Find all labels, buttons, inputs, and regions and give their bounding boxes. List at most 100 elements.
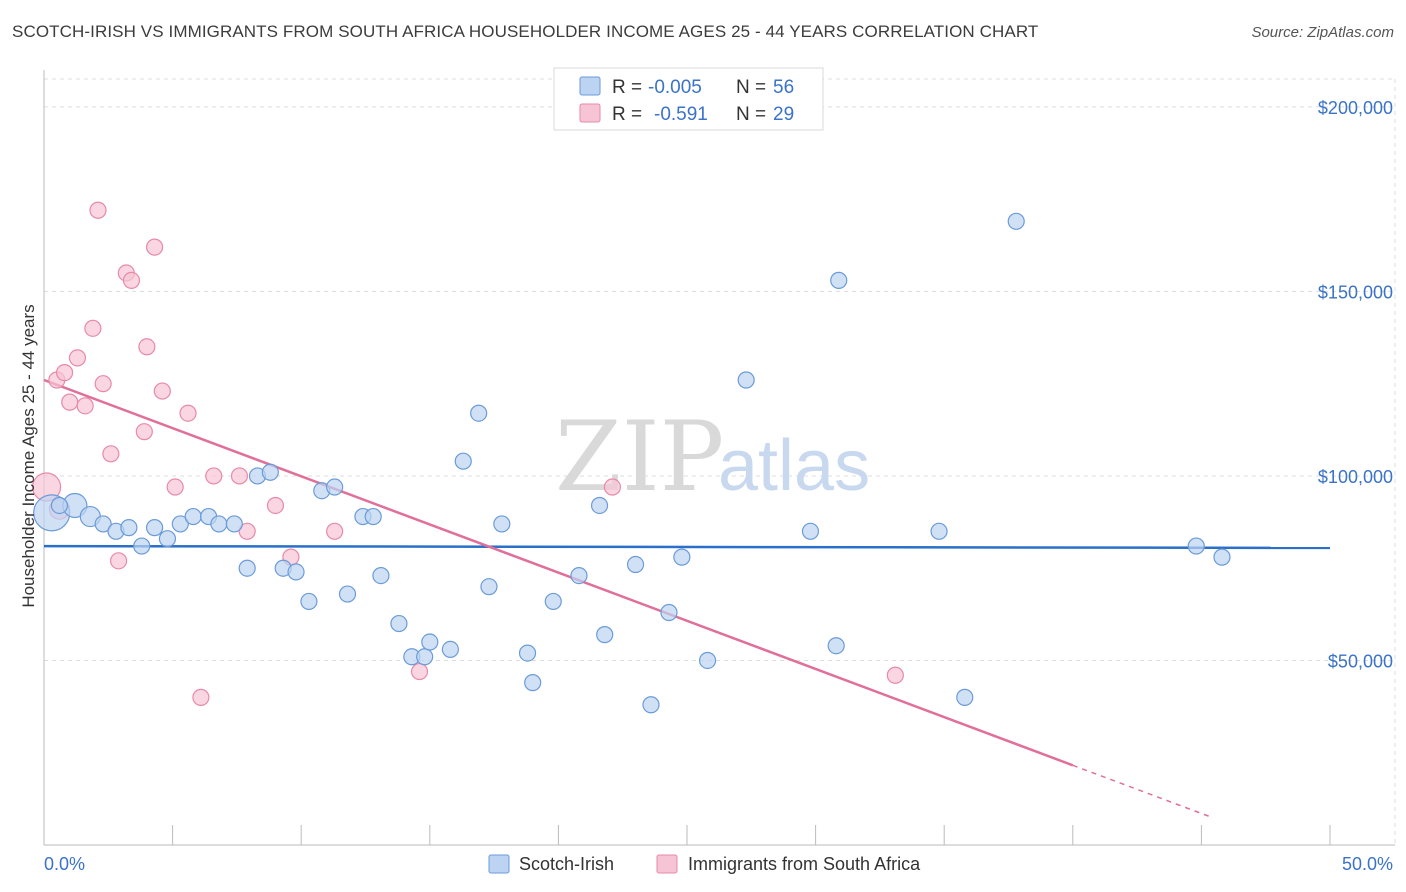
- bottom-legend-swatch-pink: [656, 854, 678, 874]
- scotch-irish-point-31: [454, 452, 472, 470]
- correlation-legend: R = -0.005 N = 56 R = -0.591 N = 29: [553, 67, 824, 131]
- south-africa-point-24: [266, 496, 285, 515]
- south-africa-point-26: [326, 522, 344, 540]
- scotch-irish-point-24: [364, 507, 382, 526]
- south-africa-point-13: [122, 271, 141, 289]
- legend-r-value-1: -0.005: [648, 77, 702, 98]
- watermark: ZIP atlas: [555, 401, 870, 513]
- south-africa-point-19: [179, 404, 197, 422]
- south-africa-point-20: [192, 688, 210, 706]
- scotch-irish-point-30: [441, 640, 459, 659]
- scotch-irish-point-52: [1007, 212, 1025, 230]
- south-africa-point-16: [145, 238, 164, 256]
- trend-line-south-africa: [43, 378, 1074, 767]
- y-tick-label-0: $50,000: [1328, 651, 1393, 671]
- trend-line-south-africa-extrapolated: [1072, 764, 1210, 818]
- legend-n-value-2: 29: [773, 104, 794, 125]
- south-africa-point-18: [166, 478, 184, 496]
- scotch-irish-point-47: [801, 522, 820, 540]
- source-label: Source: ZipAtlas.com: [1251, 24, 1394, 41]
- south-africa-point-8: [89, 201, 107, 219]
- scotch-irish-point-55: [50, 496, 69, 515]
- scotch-irish-point-54: [1213, 548, 1231, 566]
- legend-swatch-blue: [579, 76, 601, 96]
- scotch-irish-point-8: [158, 530, 177, 548]
- y-tick-label-3: $200,000: [1318, 98, 1393, 118]
- scotch-irish-point-44: [673, 548, 691, 566]
- scotch-irish-point-18: [287, 563, 305, 581]
- y-tick-label-1: $100,000: [1318, 467, 1393, 487]
- chart-title: SCOTCH-IRISH VS IMMIGRANTS FROM SOUTH AF…: [12, 22, 1039, 41]
- scotch-irish-point-39: [590, 496, 609, 515]
- scotch-irish-point-7: [145, 519, 164, 537]
- scotch-irish-point-49: [830, 271, 848, 289]
- scotch-irish-point-10: [184, 507, 202, 526]
- y-tick-labels: $50,000 $100,000 $150,000 $200,000: [1318, 98, 1393, 672]
- y-axis-label: Householder Income Ages 25 - 44 years: [19, 304, 38, 607]
- scotch-irish-point-43: [660, 603, 678, 622]
- bottom-legend-series1: Scotch-Irish: [519, 854, 614, 874]
- series-legend: Scotch-Irish Immigrants from South Afric…: [488, 854, 921, 874]
- y-tick-label-2: $150,000: [1318, 282, 1393, 302]
- scotch-irish-point-29: [421, 633, 439, 651]
- legend-r-label-1: R =: [612, 77, 642, 98]
- axes: [43, 70, 1395, 846]
- south-africa-point-22: [230, 467, 249, 485]
- scotch-irish-point-36: [524, 674, 542, 692]
- watermark-zip: ZIP: [555, 401, 724, 513]
- south-africa-point-15: [138, 338, 156, 356]
- scotch-irish-point-51: [956, 688, 974, 706]
- scotch-irish-point-35: [518, 644, 537, 662]
- south-africa-point-27: [410, 662, 429, 681]
- legend-r-value-2: -0.591: [654, 104, 708, 125]
- scotch-irish-point-40: [596, 626, 614, 644]
- scotch-irish-point-45: [698, 651, 717, 670]
- south-africa-point-17: [153, 382, 171, 400]
- points-scotch-irish: [33, 212, 1231, 714]
- bottom-legend-series2: Immigrants from South Africa: [688, 854, 921, 874]
- south-africa-point-9: [94, 375, 112, 393]
- south-africa-point-7: [84, 319, 102, 337]
- legend-r-label-2: R =: [612, 104, 642, 125]
- legend-n-label-2: N =: [736, 104, 766, 125]
- south-africa-point-10: [102, 445, 120, 463]
- scotch-irish-point-34: [493, 515, 511, 533]
- scotch-irish-point-6: [133, 537, 151, 555]
- scotch-irish-point-26: [390, 614, 408, 633]
- watermark-atlas: atlas: [718, 426, 870, 506]
- south-africa-point-5: [68, 349, 87, 367]
- south-africa-point-29: [886, 666, 904, 684]
- legend-n-label-1: N =: [736, 77, 766, 98]
- scotch-irish-point-5: [120, 519, 138, 537]
- scotch-irish-point-13: [225, 515, 243, 533]
- trend-lines: [43, 378, 1331, 818]
- bottom-legend-swatch-blue: [488, 854, 510, 874]
- scotch-irish-point-28: [416, 648, 434, 666]
- scotch-irish-point-48: [827, 637, 845, 655]
- legend-n-value-1: 56: [773, 77, 794, 98]
- south-africa-point-3: [55, 364, 74, 382]
- scotch-irish-point-41: [626, 555, 645, 574]
- scotch-irish-point-37: [544, 592, 562, 611]
- scotch-irish-point-16: [261, 463, 279, 481]
- south-africa-point-11: [109, 552, 128, 570]
- scotch-irish-point-3: [94, 515, 112, 533]
- south-africa-point-4: [61, 393, 79, 411]
- scotch-irish-point-9: [171, 515, 189, 533]
- scotch-irish-point-50: [930, 522, 948, 540]
- scotch-irish-point-38: [570, 566, 588, 585]
- south-africa-point-14: [135, 423, 153, 441]
- x-tick-label-min: 0.0%: [44, 854, 85, 874]
- points-immigrants-south-africa: [31, 201, 904, 706]
- scotch-irish-point-53: [1187, 537, 1205, 555]
- scotch-irish-point-33: [480, 578, 498, 596]
- scotch-irish-point-46: [737, 371, 755, 389]
- scotch-irish-point-42: [642, 696, 660, 714]
- scotch-irish-point-12: [210, 515, 228, 533]
- scotch-irish-point-21: [326, 478, 344, 496]
- scotch-irish-point-22: [338, 585, 357, 603]
- trend-line-scotch-irish: [43, 544, 1331, 550]
- south-africa-point-21: [205, 467, 223, 485]
- scotch-irish-point-32: [470, 404, 488, 422]
